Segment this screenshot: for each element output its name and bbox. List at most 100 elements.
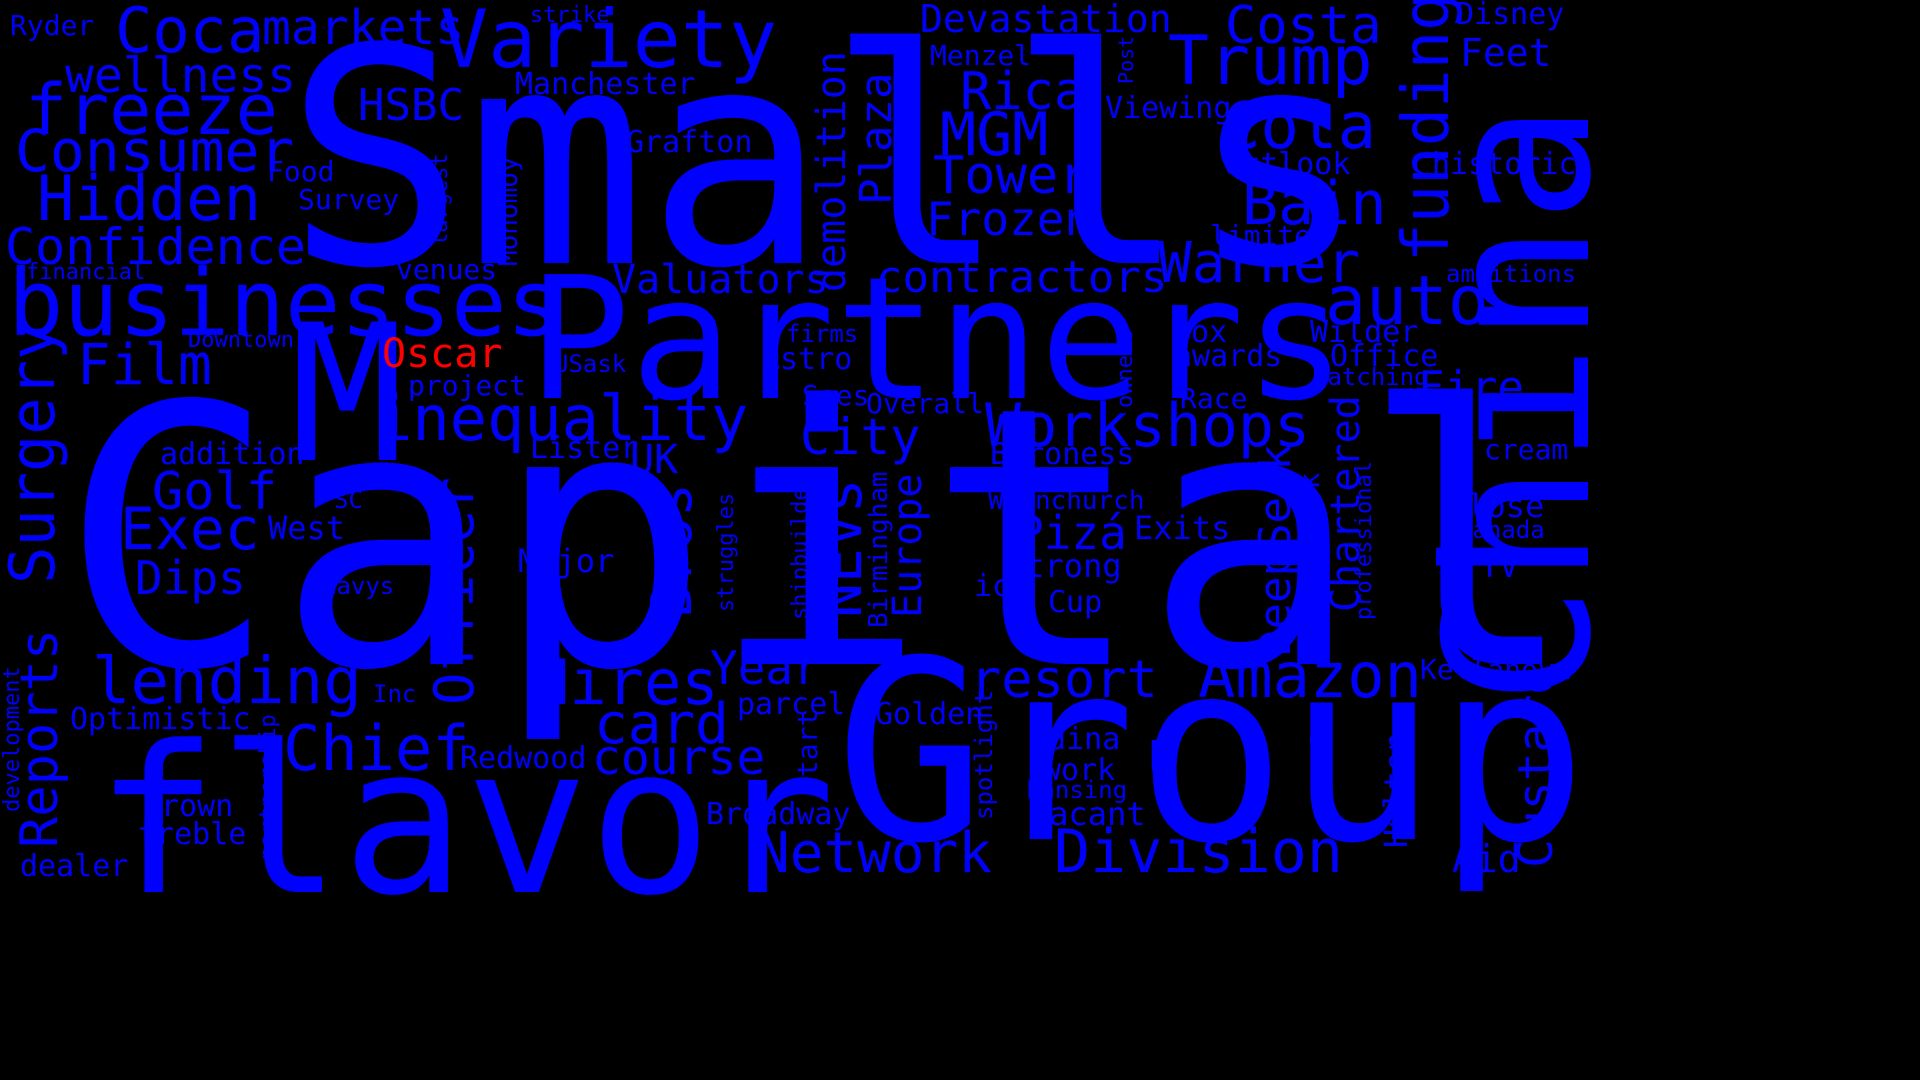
word-oscar-highlighted: Oscar: [382, 331, 503, 377]
word-plaza: Plaza: [851, 72, 902, 205]
word-flavor: flavor: [95, 703, 836, 941]
word-coca: Coca: [115, 0, 265, 67]
word-card: card: [594, 692, 729, 757]
word-bain: Bain: [1242, 169, 1387, 239]
word-partners: Partners: [528, 241, 1347, 439]
word-devastation: Devastation: [920, 0, 1172, 41]
word-close: Close: [1448, 487, 1545, 525]
word-metal: metal: [1308, 731, 1333, 798]
word-dealer: dealer: [20, 849, 129, 884]
word-crown: Crown: [143, 789, 234, 824]
word-demolition: demolition: [809, 51, 855, 292]
word-manchester: Manchester: [515, 67, 696, 102]
word-cream: cream: [1484, 433, 1569, 466]
word-chief: Chief: [283, 712, 470, 785]
word-wellness: wellness: [65, 48, 297, 104]
word-treble: treble: [138, 817, 247, 852]
word-work: work: [1043, 753, 1116, 788]
word-canada: Canada: [1458, 516, 1545, 544]
word-city: City: [800, 408, 921, 466]
word-survey: Survey: [298, 183, 400, 216]
word-piza: Pizá: [1016, 506, 1127, 560]
word-development: development: [0, 666, 25, 812]
word-race: Race: [1180, 382, 1248, 415]
word-capital: Capital: [60, 330, 1578, 749]
word-inc: Inc: [373, 680, 417, 708]
word-contractors: contractors: [876, 252, 1168, 303]
word-wynnchurch: Wynnchurch: [988, 486, 1145, 516]
word-addition: addition: [160, 437, 305, 472]
word-redwood: Redwood: [460, 741, 587, 776]
word-major: Major: [518, 542, 615, 580]
word-venues: venues: [396, 253, 498, 286]
word-historic: historic: [1432, 147, 1577, 182]
word-navys: Navys: [322, 572, 395, 600]
word-feet: Feet: [1460, 31, 1552, 75]
word-limited: limited: [1210, 219, 1329, 252]
word-bros: Bros: [640, 483, 705, 618]
word-monomoy: Monomoy: [494, 156, 524, 266]
word-ryder: Ryder: [10, 9, 95, 42]
word-workshops: Workshops: [985, 391, 1311, 461]
word-businesses: businesses: [8, 250, 562, 357]
word-rica: Rica: [960, 62, 1086, 122]
word-cola: Cola: [1222, 90, 1377, 164]
word-usask: USask: [554, 350, 627, 378]
word-lansing: Lansing: [1026, 776, 1128, 804]
word-start: Start: [791, 709, 824, 794]
word-spotlight: spotlight: [970, 689, 998, 820]
word-hires: Hires: [532, 646, 719, 719]
word-exits: Exits: [1134, 509, 1231, 547]
word-idina: Idina: [1030, 722, 1121, 757]
word-inequality: inequality: [375, 382, 749, 455]
word-professional: professional: [1352, 461, 1377, 620]
word-division: Division: [1054, 817, 1343, 887]
word-west: West: [268, 509, 346, 547]
word-tower: Tower: [933, 146, 1090, 206]
word-firms: firms: [786, 320, 859, 348]
word-golf: Golf: [152, 462, 278, 522]
word-baroness: Baroness: [990, 437, 1135, 472]
word-kellanova: Kellanova: [1420, 653, 1572, 686]
word-box: Box: [1173, 315, 1228, 350]
word-deepseek: DeepSeek: [1250, 444, 1301, 656]
word-mgm: MGM: [940, 100, 1049, 170]
word-uk: UK: [630, 437, 679, 483]
word-hsbc: HSBC: [358, 80, 464, 131]
word-dips: Dips: [135, 551, 246, 605]
word-costa: Costa: [1225, 0, 1382, 56]
word-fire: Fire: [1418, 362, 1524, 413]
word-markets: markets: [262, 0, 465, 56]
word-group: Group: [835, 607, 1588, 898]
word-strike: strike: [530, 3, 610, 28]
word-astro: Astro: [762, 342, 853, 377]
word-ice: ice: [974, 569, 1029, 604]
word-europe: Europe: [885, 473, 931, 619]
word-tv: TV: [1480, 547, 1519, 585]
word-wilder: Wilder: [1310, 315, 1419, 350]
word-menzel: Menzel: [930, 39, 1032, 72]
word-office: Office: [1330, 339, 1439, 374]
word-sees: Sees: [802, 379, 870, 412]
word-hulton: Hulton: [1377, 732, 1415, 848]
word-u: U: [1148, 731, 1180, 791]
word-optimistic: Optimistic: [70, 702, 251, 737]
word-broadway: Broadway: [706, 797, 851, 832]
word-food: Food: [267, 155, 335, 188]
word-vacant: vacant: [1030, 795, 1146, 833]
word-officer: Officer: [423, 477, 486, 705]
word-film: Film: [77, 333, 212, 398]
word-m: M: [290, 284, 405, 505]
word-post: Post: [1114, 35, 1138, 84]
word-assets: assets: [1458, 720, 1483, 800]
word-confidence: Confidence: [5, 218, 307, 276]
word-variety: Variety: [440, 0, 778, 86]
word-students: students: [1300, 504, 1328, 620]
word-amazon: Amazon: [1198, 639, 1422, 712]
word-matching: Matching: [1313, 363, 1429, 391]
word-warner: Warner: [1158, 231, 1361, 296]
word-lister: Lister: [530, 431, 639, 466]
word-trump: Trump: [1168, 22, 1373, 101]
word-surgery: Surgery: [0, 322, 69, 584]
